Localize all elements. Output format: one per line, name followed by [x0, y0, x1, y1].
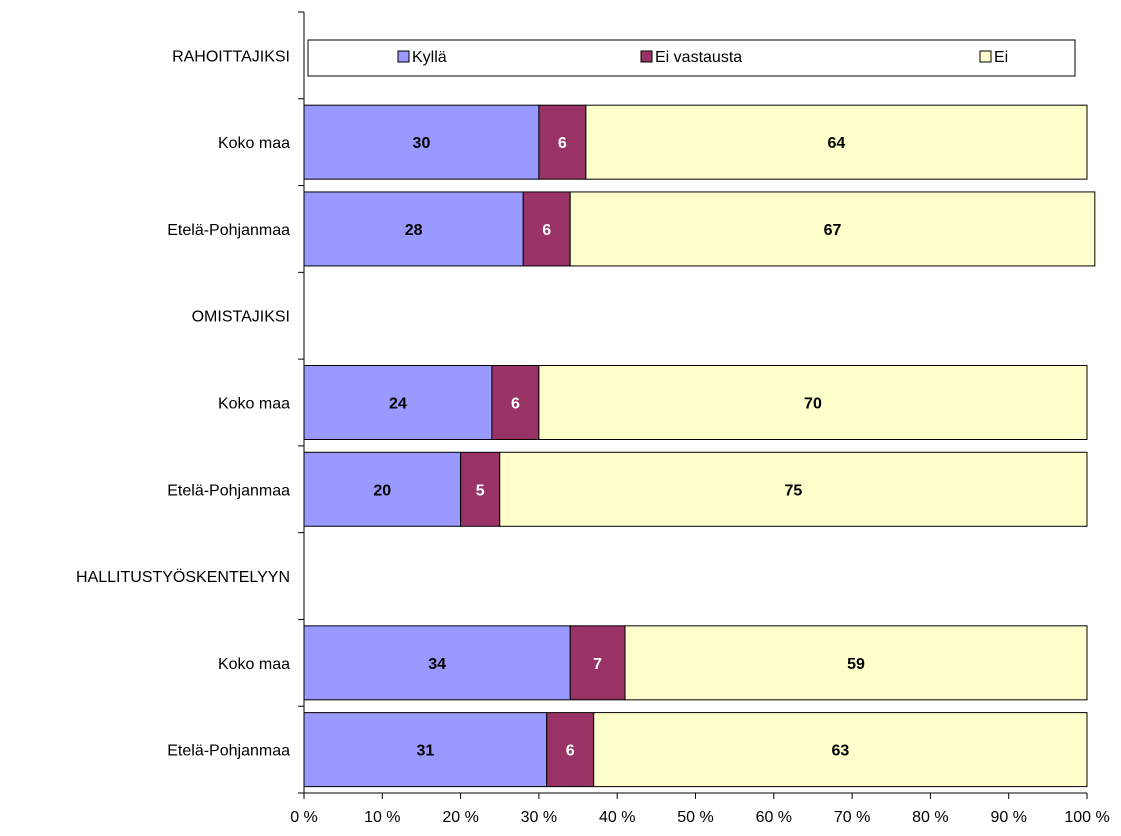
- data-label: 67: [824, 222, 842, 239]
- x-tick-label: 40 %: [599, 809, 635, 826]
- data-label: 7: [593, 656, 602, 673]
- data-label: 6: [566, 743, 575, 760]
- bar-segment: [303, 104, 540, 180]
- category-label: RAHOITTAJIKSI: [172, 48, 290, 65]
- data-label: 20: [373, 482, 391, 499]
- x-tick-label: 100 %: [1064, 809, 1109, 826]
- category-label: Koko maa: [218, 135, 290, 152]
- x-tick-label: 30 %: [521, 809, 557, 826]
- category-label: Etelä-Pohjanmaa: [167, 743, 290, 760]
- data-label: 6: [542, 222, 551, 239]
- data-label: 6: [558, 135, 567, 152]
- category-label: Etelä-Pohjanmaa: [167, 222, 290, 239]
- category-label: Etelä-Pohjanmaa: [167, 482, 290, 499]
- x-tick-label: 70 %: [834, 809, 870, 826]
- x-tick-label: 90 %: [990, 809, 1026, 826]
- data-label: 6: [511, 396, 520, 413]
- data-label: 30: [413, 135, 431, 152]
- bar-segment: [569, 191, 1096, 267]
- bar-segment: [546, 712, 595, 788]
- data-label: 34: [428, 656, 446, 673]
- data-label: 31: [416, 743, 434, 760]
- x-tick-label: 0 %: [290, 809, 318, 826]
- x-tick-label: 50 %: [677, 809, 713, 826]
- category-label: Koko maa: [218, 396, 290, 413]
- bar-segment: [538, 104, 587, 180]
- x-tick-label: 10 %: [364, 809, 400, 826]
- legend-box: [307, 39, 1076, 77]
- bar-segment: [499, 451, 1088, 527]
- data-label: 5: [476, 482, 485, 499]
- data-label: 75: [784, 482, 802, 499]
- bar-segment: [538, 365, 1088, 440]
- axis-layer: RAHOITTAJIKSI Koko maa Etelä-Pohjanmaa OMIS…: [76, 11, 1110, 826]
- x-tick-label: 80 %: [912, 809, 948, 826]
- data-label: 64: [828, 135, 846, 152]
- legend-label: Kyllä: [412, 49, 447, 66]
- bar-segment: [303, 365, 493, 440]
- bar-segment: [303, 625, 571, 701]
- category-label: HALLITUSTYÖSKENTELYYN: [76, 568, 290, 586]
- bar-segment: [624, 625, 1088, 701]
- data-label: 28: [405, 222, 423, 239]
- bar-segment: [303, 191, 524, 267]
- legend-label: Ei: [994, 49, 1008, 66]
- bars-layer: 30 6 64 28 6 67 24 6 70 20 5 75 34 7 59 31 6 63: [303, 104, 1096, 788]
- data-label: 59: [847, 656, 865, 673]
- legend-swatch: [397, 50, 410, 63]
- category-label: Koko maa: [218, 656, 290, 673]
- data-label: 63: [831, 743, 849, 760]
- x-tick-label: 20 %: [442, 809, 478, 826]
- legend-swatch: [640, 50, 653, 63]
- x-tick-label: 60 %: [756, 809, 792, 826]
- bar-segment: [491, 365, 540, 440]
- data-label: 24: [389, 396, 407, 413]
- bar-segment: [522, 191, 571, 267]
- bar-segment: [585, 104, 1088, 180]
- bar-segment: [593, 712, 1088, 788]
- category-label: OMISTAJIKSI: [192, 309, 290, 326]
- legend: Kyllä Ei vastausta Ei: [307, 39, 1076, 77]
- bar-segment: [569, 625, 626, 701]
- bar-segment: [303, 451, 462, 527]
- data-label: 70: [804, 396, 822, 413]
- legend-label: Ei vastausta: [655, 49, 742, 66]
- legend-swatch: [979, 50, 992, 63]
